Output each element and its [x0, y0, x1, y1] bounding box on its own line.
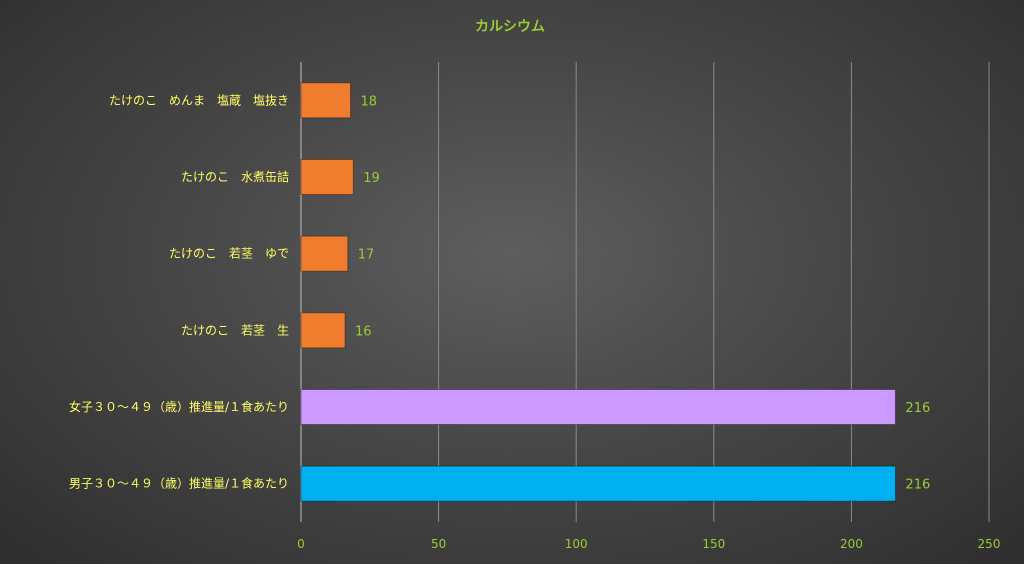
category-label: たけのこ 若茎 生: [181, 323, 289, 337]
category-label: たけのこ 水煮缶詰: [181, 169, 289, 184]
x-tick-label: 0: [297, 537, 305, 551]
category-label: たけのこ 若茎 ゆで: [169, 247, 289, 261]
x-tick-label: 200: [840, 537, 863, 551]
bar: [300, 159, 354, 195]
bar: [300, 235, 349, 272]
x-tick-label: 250: [978, 537, 1001, 551]
bar: [300, 389, 896, 425]
x-tick-label: 100: [565, 537, 588, 551]
data-label: 17: [358, 248, 375, 263]
bars: [300, 82, 896, 502]
category-label: 女子３０～４９（歳）推進量/１食あたり: [69, 399, 289, 414]
x-tick-label: 50: [431, 537, 446, 551]
x-tick-labels: 0 50 100 150 200 250: [297, 537, 1000, 551]
bar: [300, 82, 352, 119]
data-label: 19: [363, 171, 380, 186]
chart-title: カルシウム: [475, 19, 545, 35]
gridlines: [300, 62, 990, 522]
category-label: 男子３０～４９（歳）推進量/１食あたり: [69, 476, 289, 491]
data-label: 16: [355, 324, 372, 339]
bar: [300, 312, 346, 349]
data-label: 18: [361, 94, 378, 109]
category-label: たけのこ めんま 塩蔵 塩抜き: [109, 92, 289, 107]
bar: [300, 465, 896, 502]
x-tick-label: 150: [702, 537, 725, 551]
data-label: 216: [905, 401, 930, 416]
value-labels: 18 19 17 16 216 216: [355, 94, 930, 492]
data-label: 216: [905, 478, 930, 493]
